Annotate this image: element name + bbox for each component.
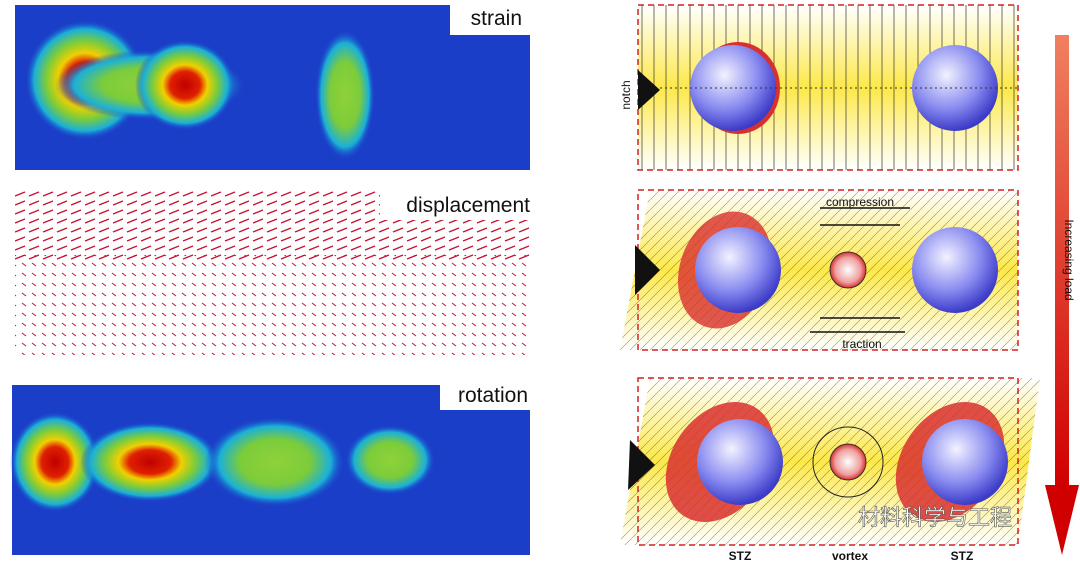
notch-label: notch [619,80,633,109]
traction-label: traction [842,337,881,351]
strain-panel: strain [15,0,530,170]
stz-label: STZ [729,549,752,563]
panel-label: displacement [406,194,530,217]
schematic-1: notch [619,4,1019,171]
load-arrow: Increasing load [1045,35,1079,555]
schematic-3: STZ vortex STZ 材料科学与工程 [620,377,1040,563]
stz-label: STZ [951,549,974,563]
panel-label: strain [471,7,522,30]
compression-label: compression [826,195,894,209]
rotation-panel: rotation [10,380,530,555]
panel-label: rotation [458,384,528,407]
displacement-panel: displacement [15,188,532,355]
watermark: 材料科学与工程 [858,505,1012,530]
vortex-label: vortex [832,549,868,563]
schematic-2: compression traction [620,189,1019,351]
arrow-label: Increasing load [1062,219,1076,300]
